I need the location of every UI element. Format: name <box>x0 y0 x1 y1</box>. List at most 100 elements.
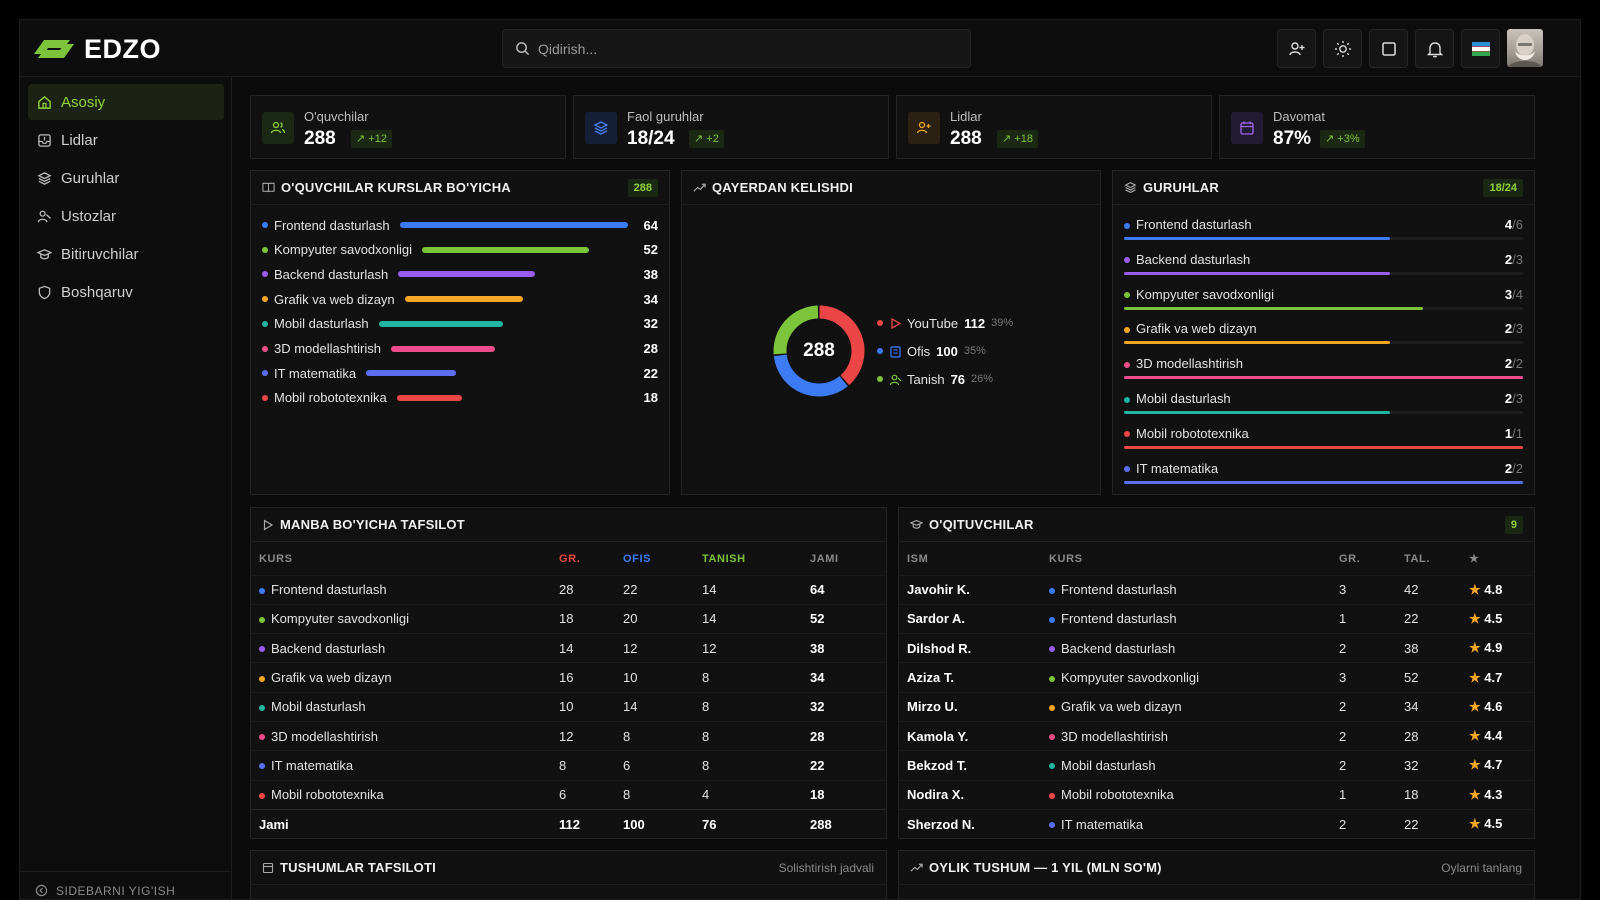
table-row[interactable]: Bekzod T. Mobil dasturlash 2 32 ★ 4.7 <box>899 750 1534 781</box>
compare-table-link[interactable]: Solishtirish jadvali <box>778 861 874 875</box>
stat-card-active-groups[interactable]: Faol guruhlar 18/24 ↗ +2 <box>573 95 889 159</box>
group-total-count: 4 <box>1515 286 1523 302</box>
select-months-link[interactable]: Oylarni tanlang <box>1441 861 1522 875</box>
jami-cell: 18 <box>802 779 886 810</box>
group-row[interactable]: Frontend dasturlash 4/6 <box>1124 215 1523 245</box>
course-row[interactable]: Mobil dasturlash 32 <box>262 314 658 334</box>
group-row[interactable]: Grafik va web dizayn 2/3 <box>1124 319 1523 349</box>
color-dot <box>262 296 268 303</box>
donut-slice-tanish[interactable] <box>773 305 819 355</box>
course-name: Kompyuter savodxonligi <box>1061 670 1200 686</box>
card-header: GURUHLAR 18/24 <box>1113 171 1534 205</box>
group-row[interactable]: Kompyuter savodxonligi 3/4 <box>1124 285 1523 315</box>
table-row[interactable]: Frontend dasturlash 28 22 14 64 <box>251 574 886 605</box>
legend-item[interactable]: Ofis 100 35% <box>877 342 986 360</box>
legend-item[interactable]: Tanish 76 26% <box>877 370 993 388</box>
logo[interactable]: EDZO <box>30 33 161 65</box>
column-header[interactable]: TAL. <box>1404 552 1431 565</box>
course-row[interactable]: Grafik va web dizayn 34 <box>262 289 658 309</box>
column-header[interactable]: ISM <box>907 552 929 565</box>
table-row[interactable]: Kompyuter savodxonligi 18 20 14 52 <box>251 603 886 634</box>
group-row[interactable]: IT matematika 2/2 <box>1124 459 1523 489</box>
course-name: Backend dasturlash <box>1061 640 1176 656</box>
stat-label: Lidlar <box>950 109 982 124</box>
column-header[interactable]: OFIS <box>623 552 652 565</box>
table-row[interactable]: 3D modellashtirish 12 8 8 28 <box>251 720 886 751</box>
card-header: OYLIK TUSHUM — 1 YIL (MLN SO'M) Oylarni … <box>899 851 1534 885</box>
search-input[interactable] <box>538 40 938 57</box>
group-progress-track <box>1124 411 1523 414</box>
table-row[interactable]: Grafik va web dizayn 16 10 8 34 <box>251 662 886 693</box>
course-row[interactable]: Frontend dasturlash 64 <box>262 215 658 235</box>
add-user-button[interactable] <box>1277 29 1316 68</box>
bar-track <box>399 222 628 228</box>
table-row[interactable]: Mobil dasturlash 10 14 8 32 <box>251 691 886 722</box>
total-ofis: 100 <box>615 808 694 839</box>
course-name: Mobil dasturlash <box>274 316 369 332</box>
course-row[interactable]: 3D modellashtirish 28 <box>262 339 658 359</box>
sidebar-collapse-button[interactable]: SIDEBARNI YIG'ISH <box>20 871 231 899</box>
table-row[interactable]: Mobil robototexnika 6 8 4 18 <box>251 779 886 810</box>
stat-card-students[interactable]: O'quvchilar 288 ↗ +12 <box>250 95 566 159</box>
theme-toggle-button[interactable] <box>1323 29 1362 68</box>
teacher-name: Dilshod R. <box>899 633 1041 663</box>
column-header[interactable]: JAMI <box>810 552 839 565</box>
sidebar-item-asosiy[interactable]: Asosiy <box>28 84 224 120</box>
course-row[interactable]: Kompyuter savodxonligi 52 <box>262 240 658 260</box>
table-row[interactable]: Nodira X. Mobil robototexnika 1 18 ★ 4.3 <box>899 779 1534 810</box>
stat-card-leads[interactable]: Lidlar 288 ↗ +18 <box>896 95 1212 159</box>
sidebar-item-boshqaruv[interactable]: Boshqaruv <box>28 274 224 310</box>
sidebar-item-guruhlar[interactable]: Guruhlar <box>28 160 224 196</box>
group-row[interactable]: Backend dasturlash 2/3 <box>1124 250 1523 280</box>
card-title: TUSHUMLAR TAFSILOTI <box>280 860 436 875</box>
course-name: Frontend dasturlash <box>1061 611 1177 627</box>
avatar[interactable] <box>1507 29 1543 67</box>
sidebar-item-ustozlar[interactable]: Ustozlar <box>28 198 224 234</box>
stat-value: 288 <box>304 128 336 149</box>
course-row[interactable]: Backend dasturlash 38 <box>262 264 658 284</box>
table-row[interactable]: IT matematika 8 6 8 22 <box>251 750 886 781</box>
table-row[interactable]: Aziza T. Kompyuter savodxonligi 3 52 ★ 4.7 <box>899 662 1534 693</box>
column-header[interactable]: KURS <box>259 552 293 565</box>
course-row[interactable]: Mobil robototexnika 18 <box>262 388 658 408</box>
donut-slice-youtube[interactable] <box>819 305 865 386</box>
table-row[interactable]: Sardor A. Frontend dasturlash 1 22 ★ 4.5 <box>899 603 1534 634</box>
legend-item[interactable]: YouTube 112 39% <box>877 314 1013 332</box>
stat-label: O'quvchilar <box>304 109 369 124</box>
column-header[interactable]: GR. <box>559 552 581 565</box>
graduation-cap-icon <box>37 248 52 259</box>
table-row[interactable]: Dilshod R. Backend dasturlash 2 38 ★ 4.9 <box>899 633 1534 663</box>
group-row[interactable]: Mobil robototexnika 1/1 <box>1124 424 1523 454</box>
notifications-button[interactable] <box>1415 29 1454 68</box>
table-row[interactable]: Javohir K. Frontend dasturlash 3 42 ★ 4.8 <box>899 574 1534 605</box>
course-name: Mobil dasturlash <box>271 699 366 715</box>
group-name: 3D modellashtirish <box>1136 356 1243 372</box>
table-row[interactable]: Backend dasturlash 14 12 12 38 <box>251 633 886 663</box>
group-name: IT matematika <box>1136 460 1219 476</box>
search-box[interactable] <box>502 29 971 68</box>
language-button[interactable] <box>1461 29 1500 68</box>
column-header[interactable]: GR. <box>1339 552 1361 565</box>
column-header[interactable]: ★ <box>1469 553 1480 566</box>
donut-slice-ofis[interactable] <box>773 354 848 397</box>
book-icon <box>262 182 275 193</box>
group-row[interactable]: 3D modellashtirish 2/2 <box>1124 354 1523 384</box>
course-name: Grafik va web dizayn <box>271 670 392 686</box>
group-active-count: 1 <box>1504 425 1513 441</box>
sidebar-item-bitiruvchilar[interactable]: Bitiruvchilar <box>28 236 224 272</box>
card-title: OYLIK TUSHUM — 1 YIL (MLN SO'M) <box>929 860 1162 875</box>
table-row[interactable]: Mirzo U. Grafik va web dizayn 2 34 ★ 4.6 <box>899 691 1534 722</box>
sidebar-item-lidlar[interactable]: Lidlar <box>28 122 224 158</box>
table-row[interactable]: Kamola Y. 3D modellashtirish 2 28 ★ 4.4 <box>899 720 1534 751</box>
card-title: MANBA BO'YICHA TAFSILOT <box>280 517 465 532</box>
column-header[interactable]: KURS <box>1049 552 1083 565</box>
stat-card-attendance[interactable]: Davomat 87% ↗ +3% <box>1219 95 1535 159</box>
rating-value: 4.5 <box>1484 816 1503 832</box>
course-row[interactable]: IT matematika 22 <box>262 363 658 383</box>
group-row[interactable]: Mobil dasturlash 2/3 <box>1124 389 1523 419</box>
course-cell: Grafik va web dizayn <box>1041 691 1331 722</box>
column-header[interactable]: TANISH <box>702 552 746 565</box>
table-row[interactable]: Sherzod N. IT matematika 2 22 ★ 4.5 <box>899 808 1534 839</box>
gr-cell: 28 <box>551 574 615 605</box>
fullscreen-button[interactable] <box>1369 29 1408 68</box>
